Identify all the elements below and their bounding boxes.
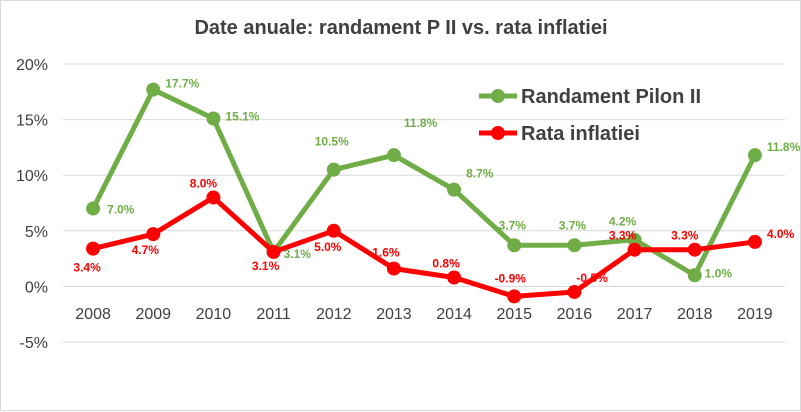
x-tick-label: 2013 — [376, 306, 412, 323]
x-tick-label: 2009 — [135, 306, 171, 323]
data-point — [567, 238, 582, 253]
data-point — [447, 182, 462, 197]
data-label: 5.0% — [314, 240, 342, 254]
data-point — [326, 223, 341, 238]
x-tick-label: 2008 — [75, 306, 111, 323]
legend-marker — [491, 126, 505, 140]
legend-entry: Randament Pilon II — [479, 86, 701, 108]
data-point — [447, 270, 462, 285]
y-tick-label: 15% — [16, 113, 48, 130]
y-tick-label: 20% — [16, 57, 48, 74]
x-tick-label: 2012 — [316, 306, 352, 323]
data-point — [687, 268, 702, 283]
data-label: 3.7% — [559, 218, 587, 232]
data-point — [146, 227, 161, 242]
data-label: 11.8% — [404, 116, 438, 130]
data-point — [86, 241, 101, 256]
data-point — [206, 111, 221, 126]
series-line — [90, 87, 758, 278]
data-point — [266, 244, 281, 259]
data-point — [146, 82, 161, 97]
data-label: -0.5% — [576, 271, 608, 285]
data-label: 4.2% — [609, 215, 637, 229]
legend-entry: Rata inflatiei — [479, 123, 640, 145]
data-label: 3.7% — [499, 218, 527, 232]
legend: Randament Pilon II Rata inflatiei — [479, 86, 701, 145]
data-point — [627, 232, 642, 247]
x-axis: 2008 2009 2010 2011 2012 2013 2014 2015 2016 2017… — [75, 306, 773, 323]
data-point — [747, 148, 762, 163]
series-rata-inflatiei — [86, 190, 762, 304]
data-label: 1.6% — [372, 246, 400, 260]
y-tick-label: -5% — [20, 335, 48, 352]
data-label: 4.7% — [132, 243, 160, 257]
data-point — [326, 162, 341, 177]
data-label: 1.0% — [705, 266, 733, 280]
data-point — [206, 190, 221, 205]
data-label: 15.1% — [225, 109, 259, 123]
data-label: 0.8% — [432, 257, 460, 271]
gridlines — [63, 63, 785, 343]
legend-marker — [491, 89, 505, 103]
x-tick-label: 2019 — [737, 306, 773, 323]
data-point — [747, 234, 762, 249]
x-tick-label: 2017 — [617, 306, 653, 323]
data-point — [567, 284, 582, 299]
data-label: 8.0% — [190, 176, 218, 190]
x-tick-label: 2015 — [496, 306, 532, 323]
x-tick-label: 2016 — [557, 306, 593, 323]
data-label: 7.0% — [107, 203, 135, 217]
data-label: 10.5% — [315, 135, 349, 149]
data-label: 3.3% — [671, 229, 699, 243]
data-label: 3.1% — [284, 247, 312, 261]
series-layer — [86, 82, 762, 304]
data-point — [386, 261, 401, 276]
legend-label: Rata inflatiei — [521, 123, 640, 145]
y-tick-label: 10% — [16, 168, 48, 185]
x-tick-label: 2011 — [256, 306, 291, 323]
data-label: 3.3% — [609, 229, 637, 243]
data-label: 3.4% — [73, 261, 101, 275]
data-label: 3.1% — [252, 259, 280, 273]
data-point — [386, 148, 401, 163]
legend-label: Randament Pilon II — [521, 86, 701, 108]
data-point — [687, 242, 702, 257]
y-tick-label: 5% — [25, 224, 48, 241]
data-label: 17.7% — [165, 77, 199, 91]
data-labels: 7.0% 17.7% 15.1% 3.1% 10.5% 11.8% 8.7% 3.7% 3.7%… — [73, 77, 800, 286]
y-axis: -5% 0% 5% 10% 15% 20% — [16, 57, 48, 352]
data-label: 11.8% — [767, 140, 801, 154]
data-point — [507, 238, 522, 253]
data-label: -0.9% — [495, 271, 527, 285]
data-point — [507, 289, 522, 304]
series-line — [92, 194, 756, 299]
x-tick-label: 2018 — [677, 306, 713, 323]
data-label: 4.0% — [767, 227, 795, 241]
data-point — [627, 242, 642, 257]
data-point — [86, 201, 101, 216]
x-tick-label: 2014 — [436, 306, 472, 323]
series-randament-pilon-ii — [86, 82, 762, 283]
chart-title: Date anuale: randament P II vs. rata inf… — [194, 17, 607, 39]
data-label: 8.7% — [466, 167, 494, 181]
y-tick-label: 0% — [25, 279, 48, 296]
x-tick-label: 2010 — [196, 306, 232, 323]
